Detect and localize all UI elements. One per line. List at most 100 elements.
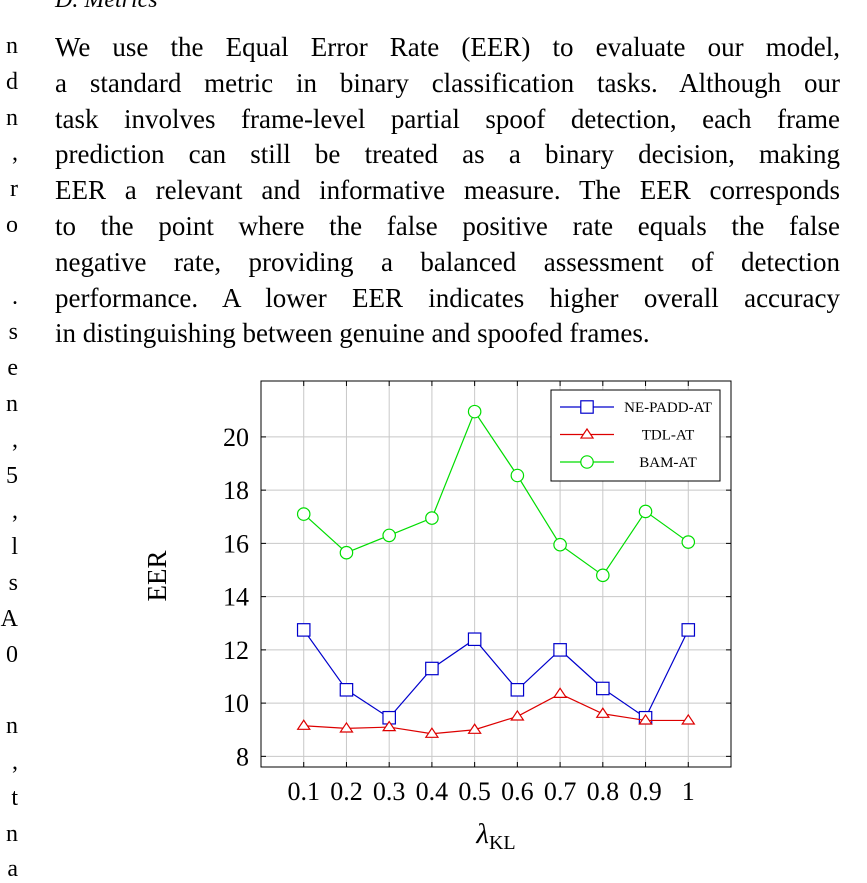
data-point: [382, 528, 396, 543]
column-fragment: s: [8, 570, 18, 596]
legend-entry: TDL-AT: [560, 428, 694, 444]
paragraph-line: prediction can still be treated as a bin…: [55, 139, 840, 170]
y-tick-label: 14: [223, 583, 249, 612]
data-point: [339, 682, 354, 697]
data-point: [681, 713, 696, 725]
legend-label: BAM-AT: [639, 455, 697, 471]
x-axis-ticks: 0.1 0.2 0.3 0.4 0.5 0.6 0.7 0.8 0.9 1: [287, 381, 695, 806]
x-tick-label: 0.7: [544, 777, 577, 806]
paragraph-line: task involves frame-level partial spoof …: [55, 103, 840, 134]
legend-entry: NE-PADD-AT: [560, 400, 712, 416]
data-point: [467, 632, 482, 647]
column-fragment: 5: [6, 462, 18, 489]
column-fragment: n: [6, 33, 18, 59]
data-point: [296, 719, 311, 730]
data-point: [510, 682, 525, 697]
x-tick-label: 0.8: [587, 777, 620, 806]
legend-marker: [580, 455, 594, 469]
data-point: [425, 511, 439, 525]
legend-marker: [579, 427, 595, 439]
column-fragment: n: [6, 104, 18, 131]
data-point: [595, 707, 610, 718]
legend-box: [550, 389, 721, 482]
series-line: [303, 629, 689, 719]
legend-label: TDL-AT: [642, 428, 695, 444]
x-tick-label: 0.9: [629, 777, 662, 806]
paragraph-line: performance. A lower EER indicates highe…: [55, 282, 840, 313]
y-tick-label: 10: [223, 689, 249, 718]
series-line: [303, 410, 689, 577]
data-point: [425, 661, 439, 676]
y-tick-label: 16: [223, 529, 249, 558]
y-tick-label: 12: [223, 636, 249, 665]
series-ne-padd-at: [296, 623, 696, 725]
data-point: [638, 504, 653, 519]
column-fragment: ,: [12, 498, 18, 525]
series-line: [303, 693, 689, 735]
column-fragment: A: [0, 605, 18, 632]
paragraph-line: a standard metric in binary classificati…: [55, 67, 840, 98]
x-tick-label: 1: [682, 777, 695, 806]
x-tick-label: 0.2: [330, 777, 363, 806]
column-fragment: l: [11, 534, 18, 561]
paragraph-line: to the point where the false positive ra…: [55, 210, 840, 241]
data-point: [424, 727, 440, 738]
x-tick-label: 0.4: [416, 777, 449, 806]
data-point: [596, 681, 610, 696]
series-bam-at: [296, 404, 696, 583]
x-axis-label-subscript: KL: [489, 832, 516, 854]
paragraph-line: EER a relevant and informative measure. …: [55, 175, 840, 206]
column-fragment: e: [7, 355, 18, 382]
data-point: [596, 568, 610, 583]
plot-frame: [260, 380, 732, 768]
data-point: [339, 545, 354, 560]
data-point: [553, 537, 567, 552]
column-fragment: n: [6, 820, 18, 847]
column-fragment: n: [6, 713, 18, 740]
paragraph-line: in distinguishing between genuine and sp…: [55, 318, 650, 349]
x-tick-label: 0.1: [287, 777, 320, 806]
data-point: [339, 721, 354, 733]
section-heading: D. Metrics: [55, 0, 158, 13]
column-fragment: d: [6, 68, 18, 95]
x-tick-label: 0.6: [501, 777, 534, 806]
data-point: [681, 623, 696, 637]
column-fragment: n: [6, 391, 18, 417]
data-point: [638, 713, 653, 725]
data-point: [296, 507, 311, 521]
x-tick-label: 0.3: [373, 777, 406, 806]
y-axis-label: EER: [142, 551, 172, 602]
paragraph-line: negative rate, providing a balanced asse…: [55, 246, 840, 277]
column-fragment: o: [6, 212, 18, 238]
y-tick-label: 18: [223, 476, 249, 505]
x-axis-label-symbol: λ: [475, 818, 489, 850]
column-fragment: s: [8, 319, 18, 346]
legend-entry: BAM-AT: [560, 455, 697, 471]
column-fragment: .: [12, 283, 18, 310]
column-fragment: r: [10, 176, 18, 203]
y-tick-label: 8: [236, 742, 249, 771]
data-point: [681, 535, 696, 549]
column-fragment: ,: [12, 140, 18, 167]
x-axis-label: λKL: [475, 818, 515, 854]
data-point: [552, 687, 568, 698]
paragraph-line: We use the Equal Error Rate (EER) to eva…: [55, 32, 840, 62]
series-tdl-at: [296, 687, 696, 738]
metrics-paragraph: We use the Equal Error Rate (EER) to eva…: [55, 30, 840, 352]
data-point: [467, 723, 482, 734]
data-point: [382, 720, 397, 732]
data-point: [510, 468, 525, 483]
data-point: [467, 404, 482, 419]
x-tick-label: 0.5: [458, 777, 491, 806]
legend-label: NE-PADD-AT: [624, 400, 712, 416]
column-fragment: ,: [12, 749, 18, 775]
data-point: [510, 709, 525, 721]
chart-legend: NE-PADD-AT TDL-AT BAM-AT: [550, 389, 721, 482]
legend-marker: [580, 400, 594, 414]
column-fragment: a: [7, 856, 18, 883]
column-fragment: 0: [6, 641, 18, 668]
data-point: [296, 623, 311, 637]
y-axis-ticks: 8 10 12 14 16 18 20: [223, 423, 731, 771]
